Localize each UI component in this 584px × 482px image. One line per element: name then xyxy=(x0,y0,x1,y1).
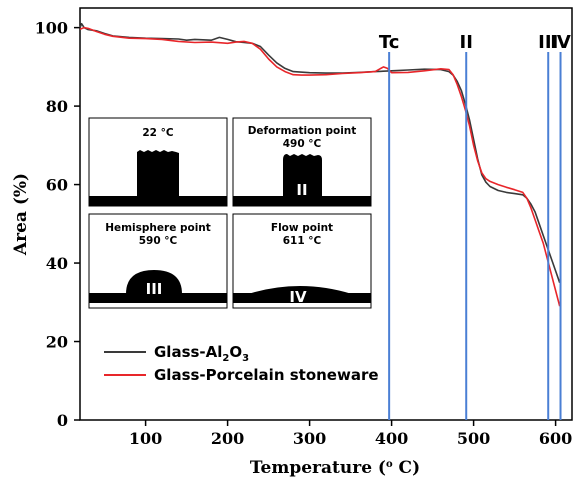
sample-block xyxy=(283,154,322,197)
inset-panels: 22 °C Deformation point 490 °C II Hemisp… xyxy=(88,117,372,309)
data-series xyxy=(79,22,561,307)
y-tick-label: 20 xyxy=(46,333,68,352)
axis-ticks: 100 200 300 400 500 600 0 20 40 60 80 100 xyxy=(35,19,573,448)
y-tick-label: 40 xyxy=(46,254,68,273)
sample-base xyxy=(89,196,227,206)
panel-title: 22 °C xyxy=(142,127,174,139)
sample-block xyxy=(137,150,179,197)
plot-frame xyxy=(79,7,573,421)
x-tick-label: 600 xyxy=(539,429,572,448)
y-tick-label: 0 xyxy=(57,411,68,430)
inset-panel-deformation: Deformation point 490 °C II xyxy=(232,117,372,207)
panel-subtitle: 490 °C xyxy=(283,138,322,150)
inset-panel-22c: 22 °C xyxy=(88,117,228,207)
inset-panel-hemisphere: Hemisphere point 590 °C III xyxy=(88,213,228,309)
panel-roman: IV xyxy=(289,288,307,306)
x-tick-label: 500 xyxy=(457,429,490,448)
y-tick-label: 100 xyxy=(35,19,68,38)
y-tick-label: 60 xyxy=(46,176,68,195)
marker-label-2: III xyxy=(538,32,558,53)
legend: Glass-Al2O3 Glass-Porcelain stoneware xyxy=(104,343,379,384)
panel-subtitle: 590 °C xyxy=(139,235,178,247)
inset-panel-flow: Flow point 611 °C IV xyxy=(232,213,372,309)
panel-roman: III xyxy=(146,280,163,298)
y-tick-label: 80 xyxy=(46,97,68,116)
y-axis-title: Area (%) xyxy=(11,173,31,256)
marker-label-1: II xyxy=(460,32,473,53)
sample-base xyxy=(233,293,371,303)
panel-title: Hemisphere point xyxy=(105,222,211,234)
x-axis-title: Temperature (o C) xyxy=(250,458,420,478)
marker-label-3: IV xyxy=(550,32,571,53)
sample-hemisphere xyxy=(126,270,182,294)
legend-label: Glass-Porcelain stoneware xyxy=(154,366,379,384)
marker-label-0: Tc xyxy=(379,32,400,53)
panel-title: Deformation point xyxy=(248,125,357,137)
legend-item-glass-porcelain: Glass-Porcelain stoneware xyxy=(104,366,379,384)
legend-item-glass-al2o3: Glass-Al2O3 xyxy=(104,343,249,364)
panel-subtitle: 611 °C xyxy=(283,235,322,247)
x-tick-label: 300 xyxy=(293,429,326,448)
panel-title: Flow point xyxy=(271,222,333,234)
x-tick-label: 100 xyxy=(129,429,162,448)
sample-flat xyxy=(248,286,352,294)
sample-base xyxy=(233,196,371,206)
legend-label: Glass-Al2O3 xyxy=(154,343,249,364)
series-line-0 xyxy=(79,22,561,283)
x-tick-label: 400 xyxy=(375,429,408,448)
x-tick-label: 200 xyxy=(211,429,244,448)
series-line-1 xyxy=(79,26,561,307)
sample-base xyxy=(89,293,227,303)
panel-roman: II xyxy=(296,181,307,199)
